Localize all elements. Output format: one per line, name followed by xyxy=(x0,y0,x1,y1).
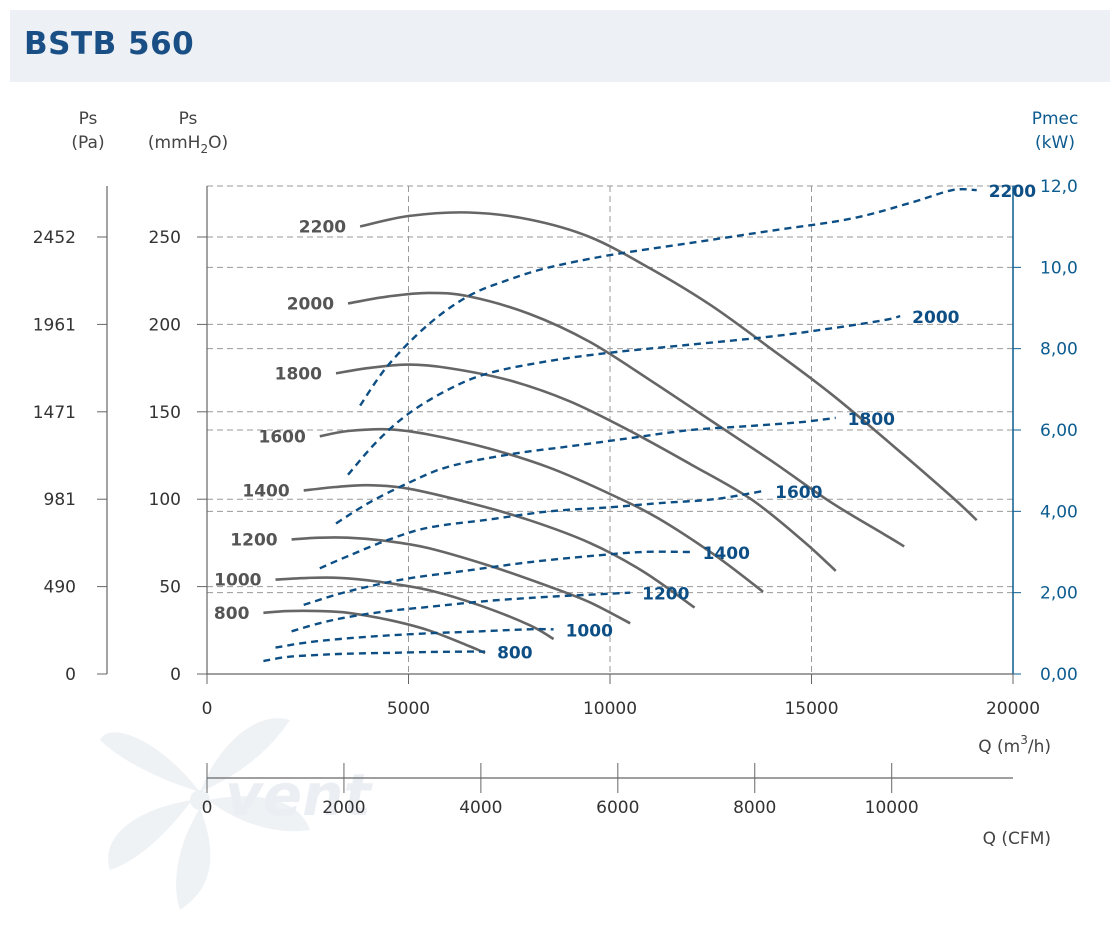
title-bar: BSTB 560 xyxy=(10,10,1110,82)
tick-labels: 2452 1961 1471 981 490 0 250 200 150 100 50 0 12,0 10… xyxy=(33,177,1078,818)
kw-tick-label: 0,00 xyxy=(1040,665,1078,685)
kw-axis-title: Pmec xyxy=(1032,109,1079,129)
pressure-curve-label-1400: 1400 xyxy=(242,481,289,501)
kw-tick-label: 8,00 xyxy=(1040,340,1078,360)
pressure-curve-1400 xyxy=(303,483,696,609)
power-curve-2000 xyxy=(347,314,901,476)
power-curve-1400 xyxy=(303,550,691,607)
pressure-curve-label-800: 800 xyxy=(214,604,250,624)
chart-title: BSTB 560 xyxy=(24,26,195,62)
pa-tick-label: 1961 xyxy=(33,315,76,335)
pressure-curve-1000 xyxy=(275,576,555,641)
mmh2o-tick-label: 0 xyxy=(170,665,181,685)
cfm-tick-label: 8000 xyxy=(733,798,776,818)
cfm-tick-label: 2000 xyxy=(322,798,365,818)
power-curve-label-1800: 1800 xyxy=(848,410,895,430)
watermark-text: vent xyxy=(225,761,373,829)
m3h-axis-label: Q (m3/h) xyxy=(978,733,1051,757)
pressure-curve-label-1200: 1200 xyxy=(230,530,277,550)
power-curve-label-2200: 2200 xyxy=(989,182,1036,202)
pa-tick-label: 1471 xyxy=(33,403,76,423)
m3h-tick-label: 10000 xyxy=(583,699,637,719)
pressure-curve-2200 xyxy=(359,211,978,522)
power-curve-label-1000: 1000 xyxy=(566,621,613,641)
pressure-curve-label-2200: 2200 xyxy=(299,218,346,238)
mmh2o-axis-title: Ps xyxy=(179,109,198,129)
m3h-tick-label: 0 xyxy=(202,699,213,719)
kw-tick-label: 6,00 xyxy=(1040,421,1078,441)
mmh2o-tick-label: 250 xyxy=(149,228,181,248)
axes xyxy=(97,185,1021,793)
power-curves: 2200 2000 1800 1600 1400 1200 1000 800 xyxy=(263,182,1036,664)
pressure-curves: 2200 2000 1800 1600 1400 1200 1000 800 xyxy=(214,211,978,655)
grid xyxy=(207,185,1013,674)
pressure-curve-label-1600: 1600 xyxy=(259,427,306,447)
power-curve-2200 xyxy=(359,187,977,407)
mmh2o-tick-label: 50 xyxy=(159,578,181,598)
kw-tick-label: 10,0 xyxy=(1040,258,1078,278)
pressure-curve-2000 xyxy=(347,291,905,548)
power-curve-label-800: 800 xyxy=(497,644,533,664)
watermark: vent xyxy=(100,718,373,910)
mmh2o-tick-label: 100 xyxy=(149,490,181,510)
cfm-axis-label: Q (CFM) xyxy=(983,829,1051,849)
pressure-curve-1600 xyxy=(319,427,764,593)
pressure-curve-label-1000: 1000 xyxy=(214,571,261,591)
pa-tick-label: 490 xyxy=(44,578,76,598)
kw-axis-unit: (kW) xyxy=(1035,133,1075,153)
power-curve-1200 xyxy=(291,591,631,633)
power-curve-1600 xyxy=(319,489,764,570)
cfm-tick-label: 6000 xyxy=(596,798,639,818)
pa-tick-label: 2452 xyxy=(33,228,76,248)
mmh2o-tick-label: 150 xyxy=(149,403,181,423)
pa-axis-unit: (Pa) xyxy=(71,133,104,153)
pressure-curve-label-2000: 2000 xyxy=(287,294,334,314)
mmh2o-tick-label: 200 xyxy=(149,315,181,335)
pa-tick-label: 0 xyxy=(65,665,76,685)
pressure-curve-1200 xyxy=(291,536,631,625)
pressure-curve-800 xyxy=(263,609,486,655)
pressure-curve-1800 xyxy=(335,363,837,572)
mmh2o-axis-unit: (mmH2O) xyxy=(148,133,228,156)
cfm-tick-label: 4000 xyxy=(459,798,502,818)
pa-axis-title: Ps xyxy=(79,109,98,129)
power-curve-1000 xyxy=(275,627,554,649)
fan-logo-icon xyxy=(100,718,310,910)
power-curve-label-1600: 1600 xyxy=(775,483,822,503)
power-curve-label-2000: 2000 xyxy=(912,308,959,328)
cfm-tick-label: 0 xyxy=(202,798,213,818)
kw-tick-label: 4,00 xyxy=(1040,502,1078,522)
pressure-curve-label-1800: 1800 xyxy=(275,364,322,384)
power-curve-1800 xyxy=(335,416,836,525)
kw-tick-label: 2,00 xyxy=(1040,584,1078,604)
cfm-tick-label: 10000 xyxy=(865,798,919,818)
power-curve-label-1400: 1400 xyxy=(703,544,750,564)
m3h-tick-label: 5000 xyxy=(387,699,430,719)
m3h-tick-label: 20000 xyxy=(986,699,1040,719)
power-curve-label-1200: 1200 xyxy=(642,585,689,605)
pa-tick-label: 981 xyxy=(44,490,76,510)
kw-tick-label: 12,0 xyxy=(1040,177,1078,197)
power-curve-800 xyxy=(263,650,486,663)
m3h-tick-label: 15000 xyxy=(784,699,838,719)
